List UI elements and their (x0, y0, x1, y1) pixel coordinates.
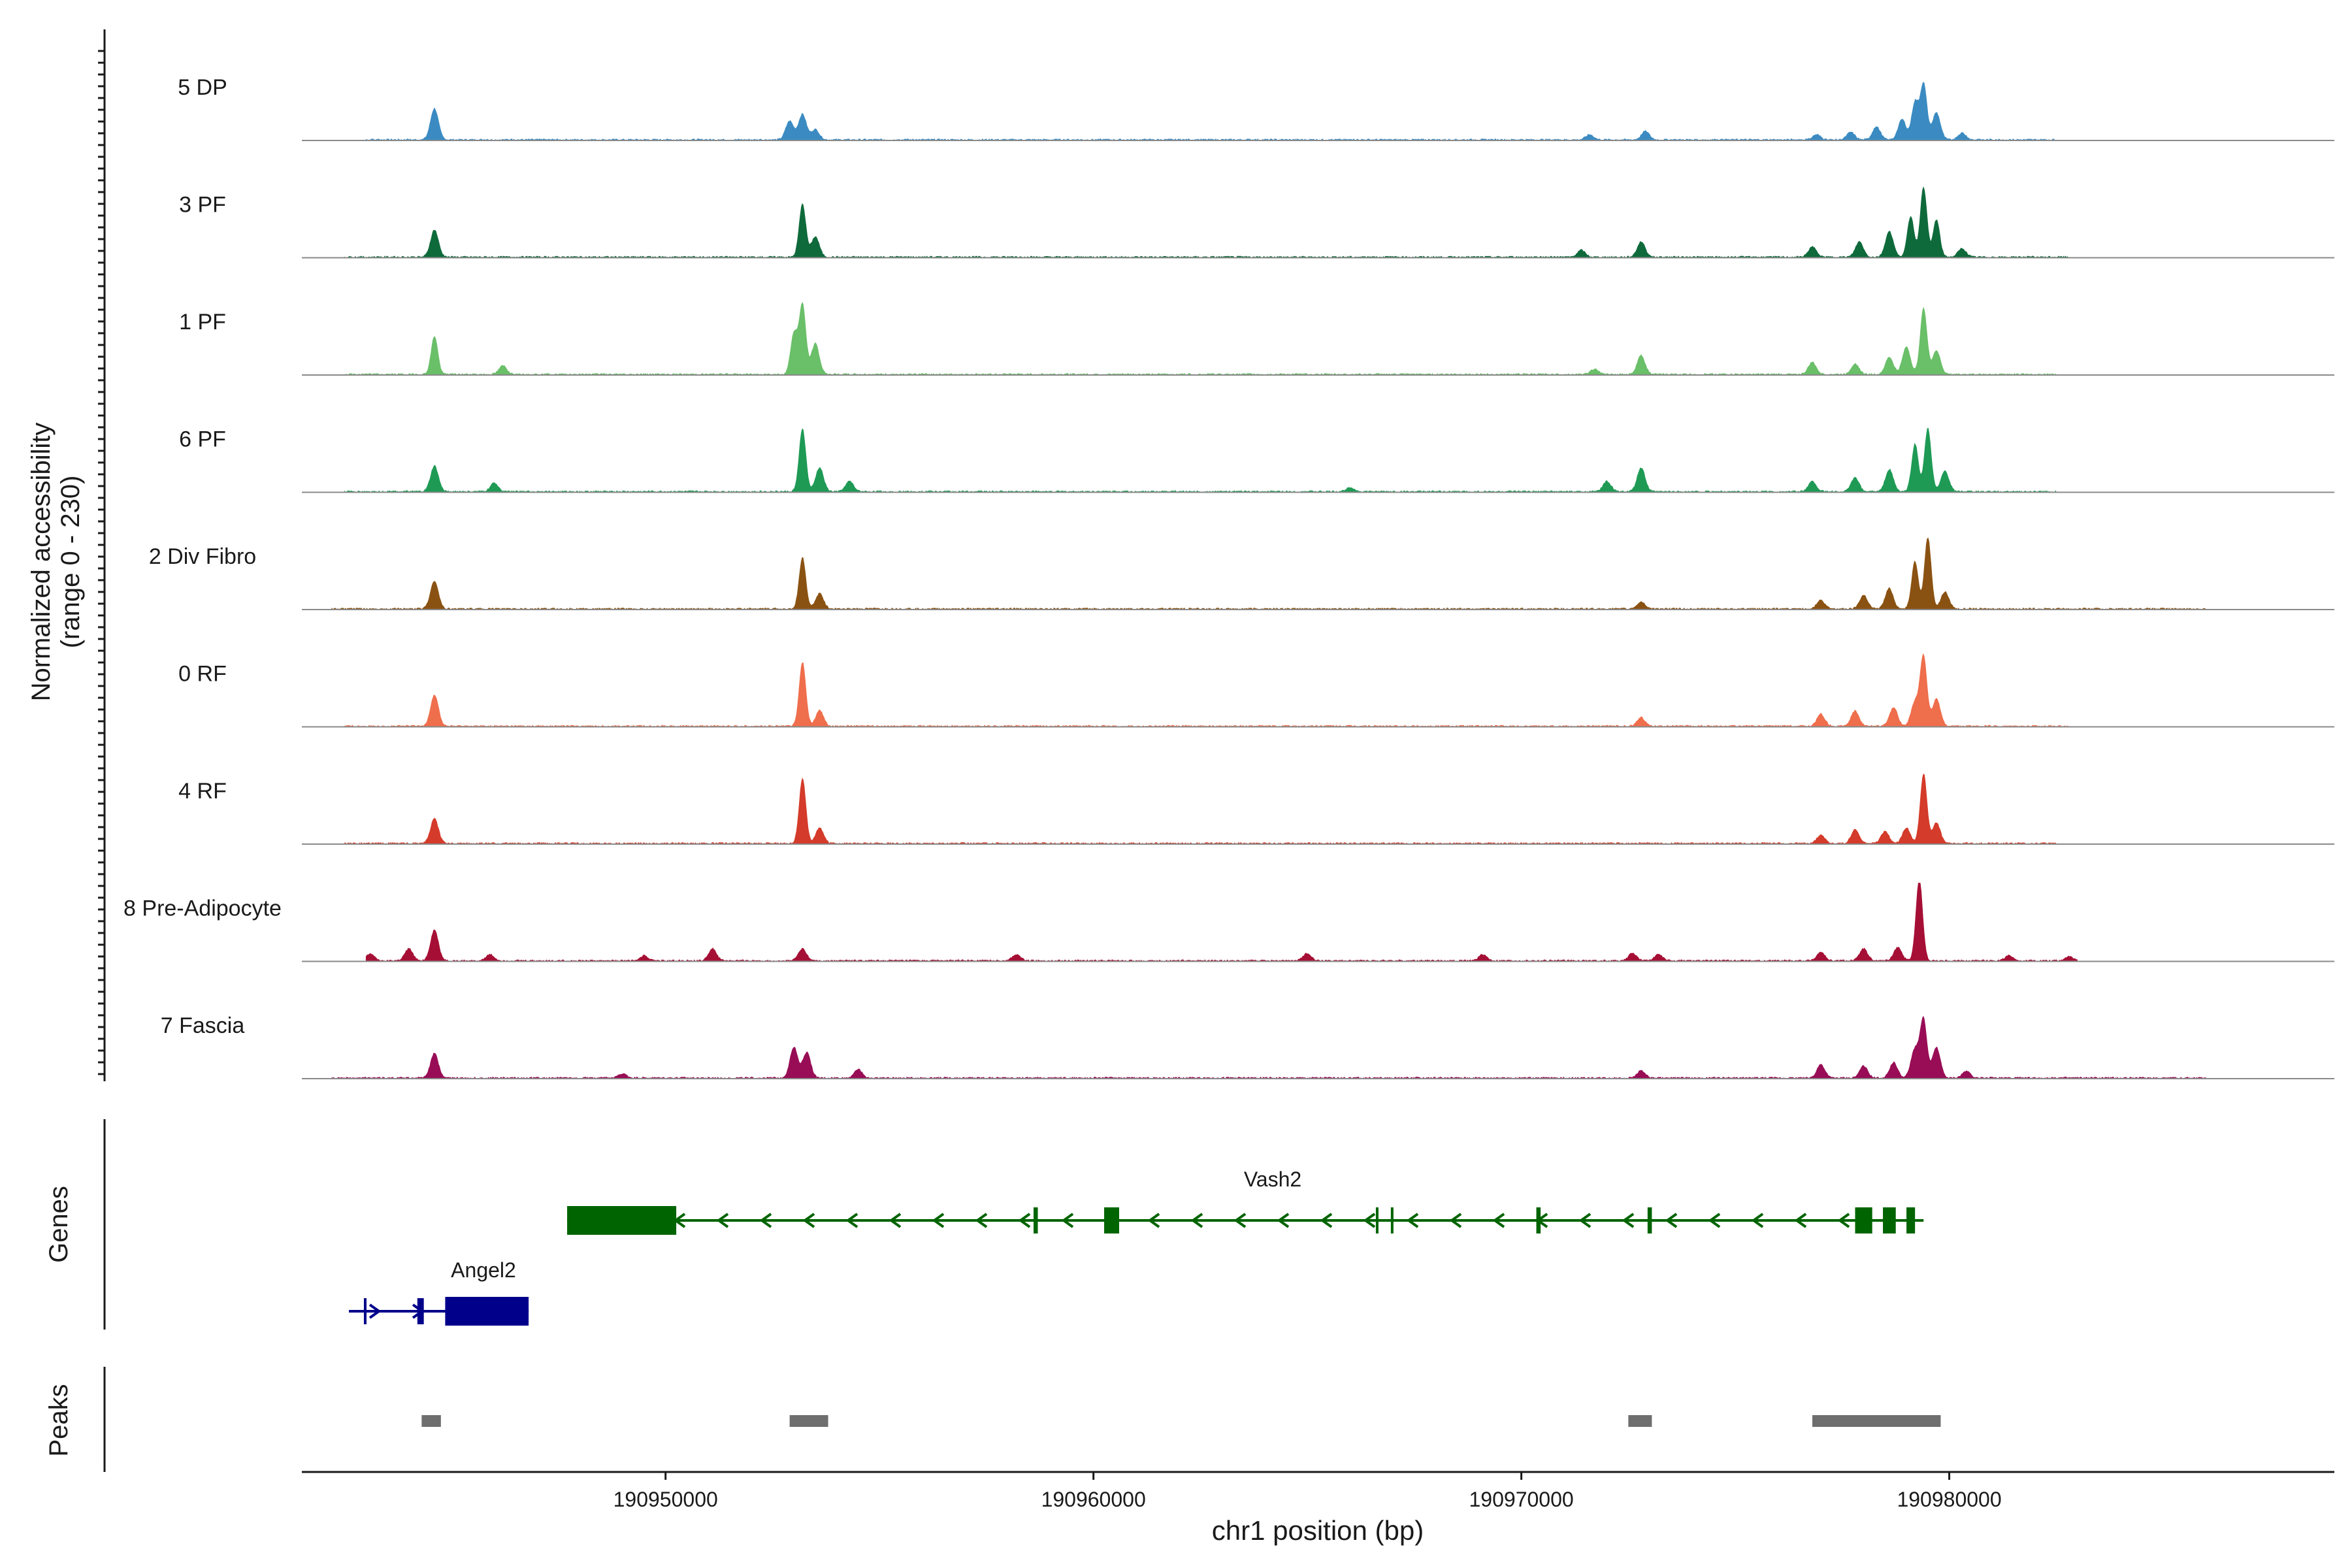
strand-arrow (1622, 1213, 1635, 1228)
track-label: 6 PF (179, 427, 226, 452)
peak-regions (421, 1415, 1941, 1427)
gene-models: Vash2 Angel2 (349, 1168, 1924, 1326)
coverage-signal (365, 883, 2078, 962)
strand-arrow (1751, 1213, 1764, 1228)
exon (1906, 1207, 1916, 1233)
coverage-track-6-pf: 6 PF (179, 427, 2334, 493)
peaks-track-label: Peaks (44, 1384, 73, 1456)
gene-name: Angel2 (451, 1258, 516, 1282)
track-label: 3 PF (179, 193, 226, 218)
strand-arrow (368, 1303, 382, 1319)
strand-arrow (1449, 1213, 1462, 1228)
track-label: 0 RF (178, 662, 227, 687)
x-tick-label: 190960000 (1041, 1488, 1146, 1511)
strand-arrow (1233, 1213, 1247, 1228)
gene-angel2: Angel2 (349, 1258, 529, 1326)
coverage-signal (344, 774, 2057, 845)
peak-region (421, 1415, 441, 1427)
exon (445, 1297, 529, 1326)
strand-arrow (1363, 1213, 1376, 1228)
exon (1104, 1207, 1119, 1233)
track-label: 8 Pre-Adipocyte (123, 896, 282, 921)
exon (567, 1206, 677, 1235)
exon (417, 1298, 424, 1324)
strand-arrow (1492, 1213, 1505, 1228)
strand-arrow (759, 1213, 772, 1228)
strand-arrow (1406, 1213, 1419, 1228)
strand-arrow (1190, 1213, 1203, 1228)
exon (363, 1298, 367, 1324)
strand-arrow (845, 1213, 858, 1228)
exon (1883, 1207, 1896, 1233)
strand-arrow (1708, 1213, 1721, 1228)
strand-arrow (1837, 1213, 1850, 1228)
coverage-track-3-pf: 3 PF (179, 186, 2334, 259)
gene-vash2: Vash2 (567, 1168, 1924, 1235)
strand-arrow (1578, 1213, 1592, 1228)
coverage-track-4-rf: 4 RF (178, 774, 2334, 845)
x-tick-label: 190970000 (1469, 1488, 1574, 1511)
gene-name: Vash2 (1244, 1168, 1301, 1191)
strand-arrow (975, 1213, 988, 1228)
coverage-track-7-fascia: 7 Fascia (161, 1013, 2334, 1079)
coverage-track-5-dp: 5 DP (178, 75, 2334, 141)
coverage-track-0-rf: 0 RF (178, 653, 2334, 728)
y-axis-label-range: (range 0 - 230) (56, 476, 85, 649)
x-axis-title: chr1 position (bp) (1212, 1515, 1424, 1546)
exon (1647, 1207, 1652, 1233)
strand-arrow (932, 1213, 945, 1228)
strand-arrow (1665, 1213, 1678, 1228)
x-tick-label: 190950000 (613, 1488, 718, 1511)
exon (1855, 1207, 1872, 1233)
coverage-signal (344, 186, 2070, 258)
coverage-track-8-pre-adipocyte: 8 Pre-Adipocyte (123, 883, 2334, 962)
exon (1033, 1207, 1038, 1233)
track-label: 5 DP (178, 75, 227, 100)
coverage-track-2-div-fibro: 2 Div Fibro (149, 537, 2334, 610)
coverage-signal (331, 1015, 2206, 1079)
x-tick-label: 190980000 (1897, 1488, 2001, 1511)
strand-arrow (1320, 1213, 1333, 1228)
exon (1390, 1207, 1394, 1233)
coverage-signal (344, 653, 2070, 727)
track-label: 7 Fascia (161, 1013, 245, 1038)
peak-region (1628, 1415, 1652, 1427)
exon (1375, 1207, 1379, 1233)
genes-track-label: Genes (44, 1186, 73, 1263)
peak-region (1812, 1415, 1941, 1427)
y-axis-label-main: Normalized accessibility (27, 423, 56, 702)
x-axis-ticks: 190950000 190960000 190970000 190980000 (613, 1472, 2002, 1511)
strand-arrow (1061, 1213, 1074, 1228)
strand-arrow (1147, 1213, 1160, 1228)
track-label: 4 RF (178, 779, 227, 804)
track-label: 2 Div Fibro (149, 544, 256, 569)
strand-arrow (1018, 1213, 1031, 1228)
strand-arrow (802, 1213, 815, 1228)
strand-arrow (889, 1213, 902, 1228)
strand-arrow (716, 1213, 729, 1228)
exon (1536, 1207, 1541, 1233)
coverage-signal (344, 302, 2057, 376)
peak-region (789, 1415, 828, 1427)
coverage-tracks: 5 DP 3 PF 1 PF 6 PF 2 Div Fibro 0 RF 4 RF 8 Pre… (123, 75, 2334, 1079)
coverage-signal (365, 82, 2057, 141)
coverage-track-1-pf: 1 PF (179, 302, 2334, 376)
strand-arrow (1277, 1213, 1290, 1228)
track-label: 1 PF (179, 310, 226, 335)
coverage-y-axis-ticks (98, 50, 105, 1075)
coverage-signal (331, 537, 2207, 610)
strand-arrow (1794, 1213, 1807, 1228)
coverage-signal (344, 428, 2057, 493)
